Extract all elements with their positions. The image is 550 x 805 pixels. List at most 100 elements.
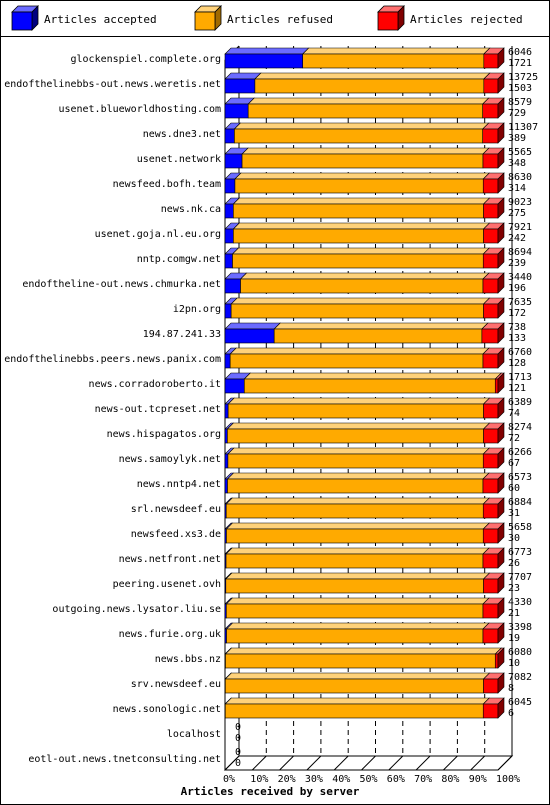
bar-end-side — [497, 697, 505, 719]
x-tick-label: 10% — [250, 774, 268, 785]
data-label-accepted: 121 — [508, 383, 526, 394]
data-label-total: 6884 — [508, 497, 532, 508]
bar-refused-top — [225, 572, 491, 580]
bar-refused — [234, 128, 484, 144]
bar-refused — [233, 228, 484, 244]
data-label-total: 7635 — [508, 297, 532, 308]
bar-accepted-top — [224, 47, 310, 55]
data-label-total: 6389 — [508, 397, 532, 408]
bar-refused-top — [224, 697, 490, 705]
bar-refused-top — [232, 222, 491, 230]
data-label-accepted: 242 — [508, 233, 526, 244]
bar-rejected — [482, 603, 499, 619]
x-tick-label: 70% — [414, 774, 432, 785]
bar-end-side — [497, 197, 505, 219]
bar-rejected — [483, 428, 499, 444]
x-tick-label: 60% — [387, 774, 405, 785]
bar-rejected — [483, 578, 499, 594]
data-label-accepted: 389 — [508, 133, 526, 144]
data-label-total: 6080 — [508, 647, 532, 658]
bar-refused-top — [227, 447, 490, 455]
floor-tick-line — [333, 755, 349, 771]
x-tick-label: 50% — [360, 774, 378, 785]
data-label-total: 6760 — [508, 347, 532, 358]
bar-refused-top — [226, 472, 490, 480]
data-label-total: 8630 — [508, 172, 532, 183]
data-label-total: 3398 — [508, 622, 532, 633]
bar-end-side — [497, 272, 505, 294]
data-label-total: 8274 — [508, 422, 532, 433]
bar-refused — [241, 153, 484, 169]
bar-refused-top — [225, 497, 490, 505]
data-label-total: 5658 — [508, 522, 532, 533]
data-label-accepted: 31 — [508, 508, 520, 519]
bar-refused — [273, 328, 483, 344]
bar-accepted — [224, 353, 231, 369]
bar-rejected — [494, 653, 499, 669]
bar-end-side — [497, 597, 505, 619]
legend-item-refused: Articles refused — [194, 5, 333, 31]
bar-accepted — [224, 428, 228, 444]
data-label-total: 6573 — [508, 472, 532, 483]
data-label-total: 4330 — [508, 597, 532, 608]
bar-rejected — [482, 453, 499, 469]
bar-end-side — [497, 422, 505, 444]
bar-rejected — [482, 153, 499, 169]
bar-end-side — [497, 172, 505, 194]
data-label-accepted: 1503 — [508, 83, 532, 94]
data-label-accepted: 8 — [508, 683, 514, 694]
bar-end-side — [497, 397, 505, 419]
data-label-total: 7082 — [508, 672, 532, 683]
bar-rejected — [482, 628, 499, 644]
data-label-accepted: 239 — [508, 258, 526, 269]
x-tick-label: 20% — [278, 774, 296, 785]
data-label-accepted: 21 — [508, 608, 520, 619]
bar-end-side — [497, 97, 505, 119]
bar-refused — [240, 278, 484, 294]
data-label-total: 3440 — [508, 272, 532, 283]
bar-refused — [226, 603, 484, 619]
bar-refused — [227, 403, 484, 419]
bar-accepted — [224, 278, 241, 294]
category-label: news.nntp4.net — [137, 479, 221, 490]
bar-refused — [247, 103, 484, 119]
bar-refused — [254, 78, 485, 94]
bar-end-side — [497, 122, 505, 144]
bar-refused — [225, 553, 484, 569]
floor-tick-line — [415, 755, 431, 771]
data-label-total: 7921 — [508, 222, 532, 233]
bar-end-side — [497, 47, 505, 69]
bar-refused — [225, 503, 484, 519]
bar-refused — [226, 628, 484, 644]
bar-rejected — [482, 478, 499, 494]
bar-refused-top — [254, 72, 491, 80]
floor-tick-line — [224, 755, 240, 771]
category-label: news.netfront.net — [119, 554, 221, 565]
data-label-accepted: 1721 — [508, 58, 532, 69]
data-label-total: 11307 — [508, 122, 538, 133]
data-label-accepted: 275 — [508, 208, 526, 219]
category-label: news.furie.org.uk — [119, 629, 221, 640]
bar-accepted — [224, 128, 235, 144]
data-label-accepted: 30 — [508, 533, 520, 544]
bar-refused-top — [231, 247, 490, 255]
data-label-total: 13725 — [508, 72, 538, 83]
data-label-accepted: 729 — [508, 108, 526, 119]
floor-tick-line — [251, 755, 267, 771]
bar-rejected — [482, 528, 499, 544]
bar-rejected — [483, 203, 499, 219]
category-label: news.dne3.net — [143, 129, 221, 140]
bar-rejected — [483, 403, 499, 419]
bar-end-side — [497, 522, 505, 544]
bar-refused-top — [241, 147, 490, 155]
category-label: 194.87.241.33 — [143, 329, 221, 340]
bar-accepted — [224, 103, 249, 119]
data-label-accepted: 128 — [508, 358, 526, 369]
bar-end-side — [497, 72, 505, 94]
data-label-total: 6046 — [508, 47, 532, 58]
bar-end-side — [497, 497, 505, 519]
category-label: localhost — [167, 729, 221, 740]
bar-refused-top — [247, 97, 490, 105]
data-label-total: 7707 — [508, 572, 532, 583]
bar-refused-top — [226, 422, 491, 430]
